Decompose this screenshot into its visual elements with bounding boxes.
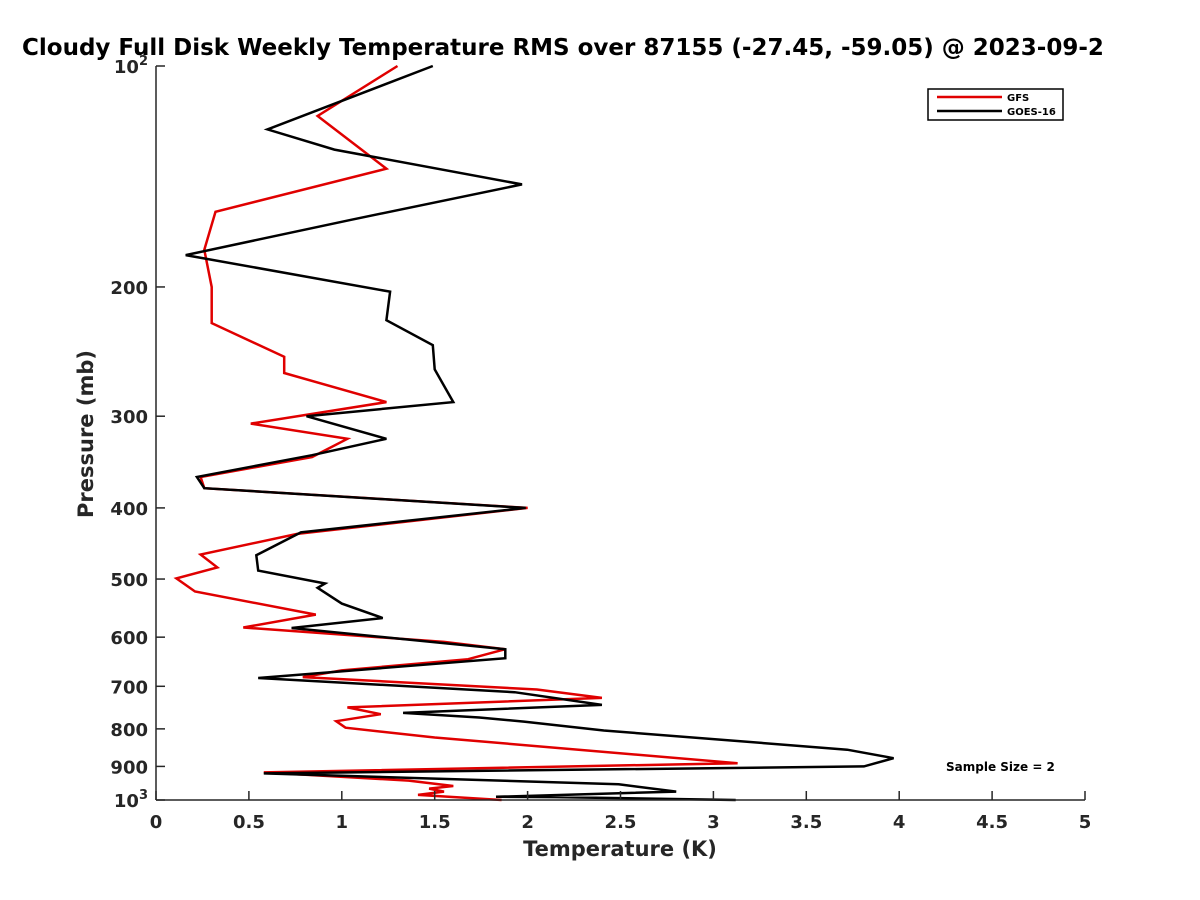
legend: GFS GOES-16 — [927, 88, 1064, 121]
x-tick-label: 3.5 — [790, 812, 822, 833]
y-axis-label: Pressure (mb) — [74, 350, 98, 518]
y-tick-label: 900 — [110, 757, 148, 778]
legend-box — [927, 88, 1064, 121]
axes-group: 0 0.5 1 1.5 2 2.5 3 3.5 4 4.5 5 102 200 300 400 500 600 7… — [110, 54, 1091, 833]
y-tick-label: 800 — [110, 720, 148, 741]
series-line-gfs — [173, 64, 738, 802]
series-line-goes16 — [185, 64, 894, 802]
y-tick-label: 700 — [110, 677, 148, 698]
plot-area: 0 0.5 1 1.5 2 2.5 3 3.5 4 4.5 5 102 200 300 400 500 600 7… — [110, 54, 1091, 833]
x-tick-label: 0 — [150, 812, 163, 833]
series-group — [173, 64, 894, 802]
y-tick-label: 200 — [110, 278, 148, 299]
x-tick-label: 3 — [707, 812, 720, 833]
x-axis-label: Temperature (K) — [523, 837, 717, 861]
y-tick-label: 102 — [114, 54, 148, 78]
y-tick-label: 600 — [110, 628, 148, 649]
x-tick-label: 2 — [521, 812, 534, 833]
x-tick-label: 1.5 — [419, 812, 451, 833]
x-tick-label: 2.5 — [605, 812, 637, 833]
y-tick-label: 400 — [110, 499, 148, 520]
x-tick-label: 5 — [1079, 812, 1092, 833]
sample-size-annotation: Sample Size = 2 — [946, 760, 1055, 774]
y-tick-label: 500 — [110, 570, 148, 591]
chart-title: Cloudy Full Disk Weekly Temperature RMS … — [22, 35, 1104, 61]
legend-label-goes16: GOES-16 — [1007, 107, 1056, 118]
legend-label-gfs: GFS — [1007, 93, 1029, 104]
y-tick-label: 300 — [110, 407, 148, 428]
x-tick-label: 4.5 — [976, 812, 1008, 833]
x-tick-label: 1 — [336, 812, 349, 833]
y-tick-label: 103 — [114, 788, 148, 812]
x-tick-label: 0.5 — [233, 812, 265, 833]
x-tick-label: 4 — [893, 812, 906, 833]
